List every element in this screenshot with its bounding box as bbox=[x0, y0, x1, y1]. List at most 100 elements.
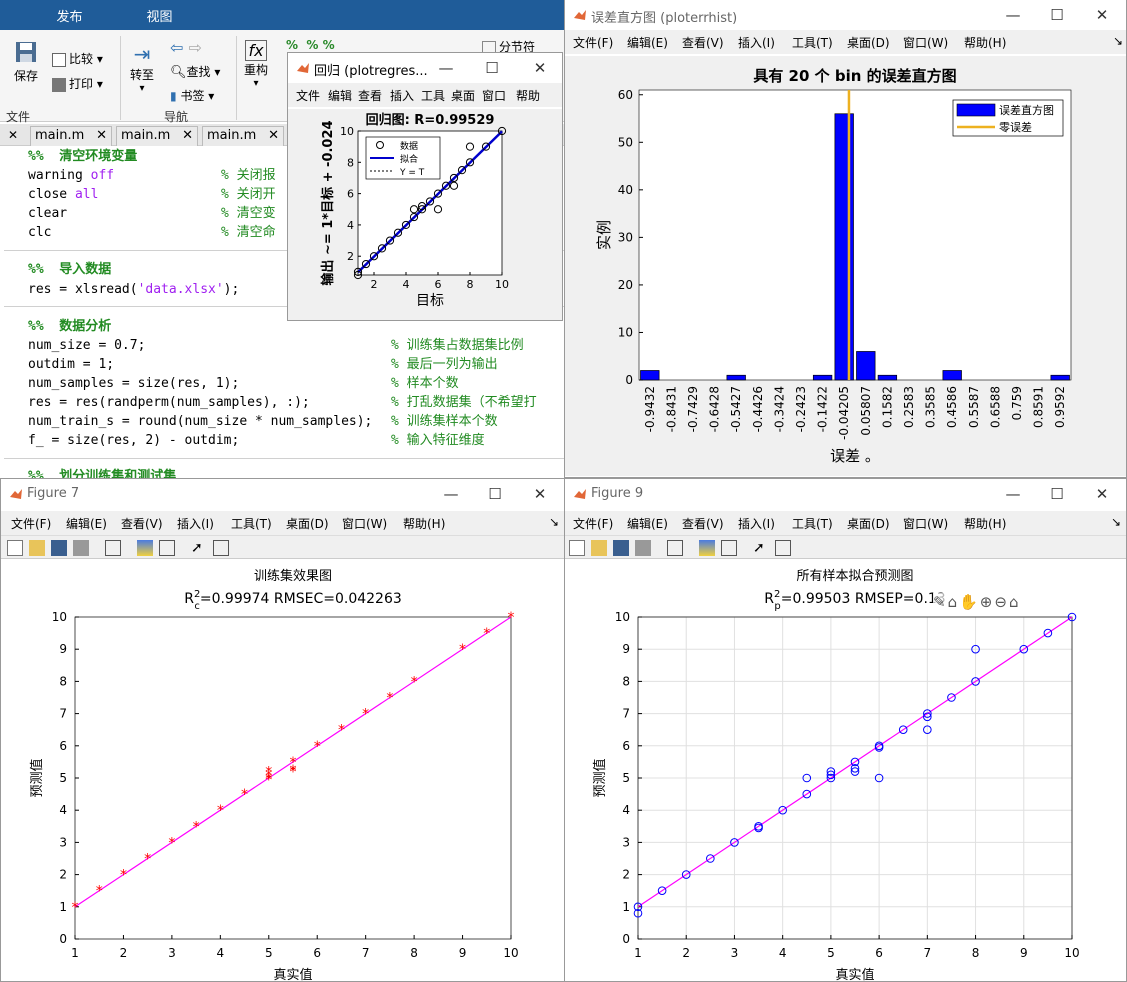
menu-edit[interactable]: 编辑 bbox=[328, 89, 353, 103]
menu-window[interactable]: 窗口(W) bbox=[903, 517, 949, 531]
open-file-icon[interactable] bbox=[29, 540, 45, 556]
compare-button[interactable]: 比较 ▾ bbox=[52, 50, 103, 67]
close-icon[interactable]: ✕ bbox=[268, 128, 279, 143]
menu-expand-icon[interactable]: ↘ bbox=[1113, 34, 1124, 48]
print-icon[interactable] bbox=[635, 540, 651, 556]
save-icon[interactable] bbox=[613, 540, 629, 556]
menu-help[interactable]: 帮助(H) bbox=[964, 36, 1007, 50]
new-figure-icon[interactable] bbox=[7, 540, 23, 556]
tab-view[interactable]: 视图 bbox=[146, 10, 173, 25]
menu-window[interactable]: 窗口 bbox=[482, 89, 507, 103]
zoom-in-icon[interactable]: ⊕ bbox=[979, 593, 995, 611]
maximize-button[interactable]: ☐ bbox=[1050, 6, 1064, 24]
menu-file[interactable]: 文件(F) bbox=[11, 517, 52, 531]
menu-file[interactable]: 文件 bbox=[296, 89, 321, 103]
link-plot-icon[interactable] bbox=[105, 540, 121, 556]
error-histogram-plot[interactable]: 具有 20 个 bin 的误差直方图-0.9432 -0.8431 -0.7429-… bbox=[565, 56, 1127, 476]
close-button[interactable]: ✕ bbox=[533, 485, 547, 503]
find-button[interactable]: 🔍︎查找 ▾ bbox=[170, 65, 221, 80]
property-editor-icon[interactable] bbox=[775, 540, 791, 556]
bookmark-button[interactable]: ▮ 书签 ▾ bbox=[170, 89, 215, 103]
menu-view[interactable]: 查看(V) bbox=[682, 36, 724, 50]
colorbar-icon[interactable] bbox=[137, 540, 153, 556]
menu-window[interactable]: 窗口(W) bbox=[342, 517, 388, 531]
save-icon[interactable] bbox=[51, 540, 67, 556]
training-set-plot[interactable]: 训练集效果图 R2 c=0.99974 RMSEC=0.042263 1 2 3 4 5 6 7 8… bbox=[1, 561, 564, 981]
cell-divider bbox=[4, 306, 564, 307]
back-forward-icon[interactable]: ⇦ ⇨ bbox=[170, 38, 202, 57]
minimize-button[interactable]: — bbox=[443, 485, 459, 503]
pan-icon[interactable]: ✋ bbox=[959, 593, 980, 611]
property-editor-icon[interactable] bbox=[213, 540, 229, 556]
minimize-button[interactable]: — bbox=[438, 59, 454, 77]
menu-file[interactable]: 文件(F) bbox=[573, 36, 614, 50]
new-figure-icon[interactable] bbox=[569, 540, 585, 556]
close-button[interactable]: ✕ bbox=[1095, 485, 1109, 503]
close-tab-icon[interactable]: ✕ bbox=[8, 128, 19, 142]
menu-tools[interactable]: 工具(T) bbox=[792, 517, 833, 531]
regression-plot[interactable]: 回归图: R=0.99529 2 4 6 8 10 2 4 6 8 10 目标 输出 ~= 1*目标 +… bbox=[288, 109, 562, 321]
menu-desktop[interactable]: 桌面(D) bbox=[847, 517, 890, 531]
menu-expand-icon[interactable]: ↘ bbox=[549, 515, 560, 529]
tab-publish[interactable]: 发布 bbox=[56, 10, 83, 25]
menu-desktop[interactable]: 桌面 bbox=[451, 89, 476, 103]
close-button[interactable]: ✕ bbox=[533, 59, 547, 77]
menu-tools[interactable]: 工具(T) bbox=[792, 36, 833, 50]
menu-edit[interactable]: 编辑(E) bbox=[66, 517, 107, 531]
file-tab[interactable]: main.m ✕ bbox=[202, 126, 284, 146]
open-file-icon[interactable] bbox=[591, 540, 607, 556]
minimize-button[interactable]: — bbox=[1005, 485, 1021, 503]
menu-tools[interactable]: 工具 bbox=[421, 89, 446, 103]
print-button[interactable]: 打印 ▾ bbox=[52, 75, 103, 92]
menu-insert[interactable]: 插入(I) bbox=[738, 517, 775, 531]
close-icon[interactable]: ✕ bbox=[182, 128, 193, 143]
menu-insert[interactable]: 插入(I) bbox=[177, 517, 214, 531]
all-samples-plot[interactable]: 所有样本拟合预测图 R2 p=0.99503 RMSEP=0.13 1 2 3 4 5 6 7 8 9… bbox=[565, 561, 1126, 981]
x-tick-label: -0.3424 bbox=[772, 386, 786, 432]
menu-desktop[interactable]: 桌面(D) bbox=[286, 517, 329, 531]
refactor-button[interactable]: fx 重构 ▾ bbox=[244, 40, 268, 89]
colorbar-icon[interactable] bbox=[699, 540, 715, 556]
pointer-icon[interactable]: ➚ bbox=[753, 540, 765, 556]
brush-icon[interactable]: ✎ bbox=[933, 593, 948, 611]
y-tick-label: 3 bbox=[59, 835, 67, 849]
maximize-button[interactable]: ☐ bbox=[488, 485, 502, 503]
zoom-out-icon[interactable]: ⊖ bbox=[994, 593, 1009, 611]
maximize-button[interactable]: ☐ bbox=[485, 59, 499, 77]
menu-insert[interactable]: 插入(I) bbox=[738, 36, 775, 50]
legend-icon[interactable] bbox=[721, 540, 737, 556]
y-tick-label: 0 bbox=[625, 373, 633, 387]
close-button[interactable]: ✕ bbox=[1095, 6, 1109, 24]
link-plot-icon[interactable] bbox=[667, 540, 683, 556]
menu-insert[interactable]: 插入 bbox=[390, 89, 415, 103]
menu-edit[interactable]: 编辑(E) bbox=[627, 517, 668, 531]
printer-icon bbox=[52, 77, 66, 92]
axes-toolbar[interactable]: ✎⌂✋⊕⊖⌂ bbox=[933, 593, 1021, 611]
menu-file[interactable]: 文件(F) bbox=[573, 517, 614, 531]
section-percent-icons[interactable]: % % % bbox=[286, 38, 335, 52]
minimize-button[interactable]: — bbox=[1005, 6, 1021, 24]
file-tab[interactable]: main.m ✕ bbox=[30, 126, 112, 146]
file-tab[interactable]: main.m ✕ bbox=[116, 126, 198, 146]
close-icon[interactable]: ✕ bbox=[96, 128, 107, 143]
menu-view[interactable]: 查看(V) bbox=[682, 517, 724, 531]
goto-button[interactable]: ⇥ 转至 ▾ bbox=[130, 42, 154, 94]
menu-expand-icon[interactable]: ↘ bbox=[1111, 515, 1122, 529]
menu-view[interactable]: 查看 bbox=[358, 89, 383, 103]
save-button[interactable]: 保存 bbox=[12, 40, 40, 84]
menu-window[interactable]: 窗口(W) bbox=[903, 36, 949, 50]
legend-icon[interactable] bbox=[159, 540, 175, 556]
menu-desktop[interactable]: 桌面(D) bbox=[847, 36, 890, 50]
datatip-icon[interactable]: ⌂ bbox=[947, 593, 960, 611]
figure9-window: Figure 9 — ☐ ✕ 文件(F) 编辑(E) 查看(V) 插入(I) 工… bbox=[564, 478, 1127, 982]
maximize-button[interactable]: ☐ bbox=[1050, 485, 1064, 503]
menu-view[interactable]: 查看(V) bbox=[121, 517, 163, 531]
menu-help[interactable]: 帮助(H) bbox=[403, 517, 446, 531]
menu-edit[interactable]: 编辑(E) bbox=[627, 36, 668, 50]
menu-help[interactable]: 帮助(H) bbox=[964, 517, 1007, 531]
home-icon[interactable]: ⌂ bbox=[1008, 593, 1021, 611]
menu-help[interactable]: 帮助 bbox=[516, 89, 541, 103]
pointer-icon[interactable]: ➚ bbox=[191, 540, 203, 556]
menu-tools[interactable]: 工具(T) bbox=[231, 517, 272, 531]
print-icon[interactable] bbox=[73, 540, 89, 556]
